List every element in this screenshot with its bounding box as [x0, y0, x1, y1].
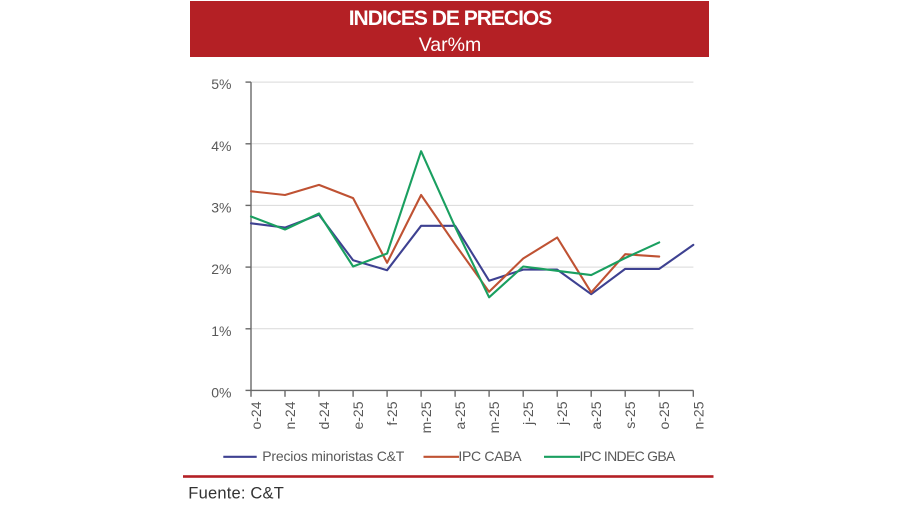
svg-text:IPC CABA: IPC CABA [458, 448, 522, 464]
svg-text:j-25: j-25 [554, 401, 570, 426]
svg-text:m-25: m-25 [486, 401, 502, 433]
svg-text:s-25: s-25 [622, 401, 638, 428]
svg-text:INDICES DE PRECIOS: INDICES DE PRECIOS [349, 7, 553, 30]
svg-text:a-25: a-25 [452, 401, 468, 429]
svg-text:1%: 1% [211, 323, 231, 339]
svg-text:3%: 3% [211, 199, 231, 215]
svg-text:a-25: a-25 [588, 401, 604, 429]
svg-text:e-25: e-25 [350, 401, 366, 429]
svg-text:o-25: o-25 [656, 401, 672, 429]
svg-text:f-25: f-25 [384, 401, 400, 425]
svg-text:n-24: n-24 [282, 401, 298, 429]
svg-text:5%: 5% [211, 76, 231, 92]
svg-text:0%: 0% [211, 384, 231, 400]
svg-text:Precios minoristas C&T: Precios minoristas C&T [262, 448, 405, 464]
svg-text:j-25: j-25 [520, 401, 536, 426]
svg-text:d-24: d-24 [316, 401, 332, 429]
svg-text:2%: 2% [211, 261, 231, 277]
svg-text:IPC INDEC GBA: IPC INDEC GBA [580, 448, 677, 464]
svg-text:m-25: m-25 [418, 401, 434, 433]
svg-text:o-24: o-24 [248, 401, 264, 429]
svg-text:Fuente: C&T: Fuente: C&T [188, 485, 284, 503]
svg-text:n-25: n-25 [690, 401, 706, 429]
svg-text:Var%m: Var%m [419, 34, 481, 56]
svg-text:4%: 4% [211, 138, 231, 154]
